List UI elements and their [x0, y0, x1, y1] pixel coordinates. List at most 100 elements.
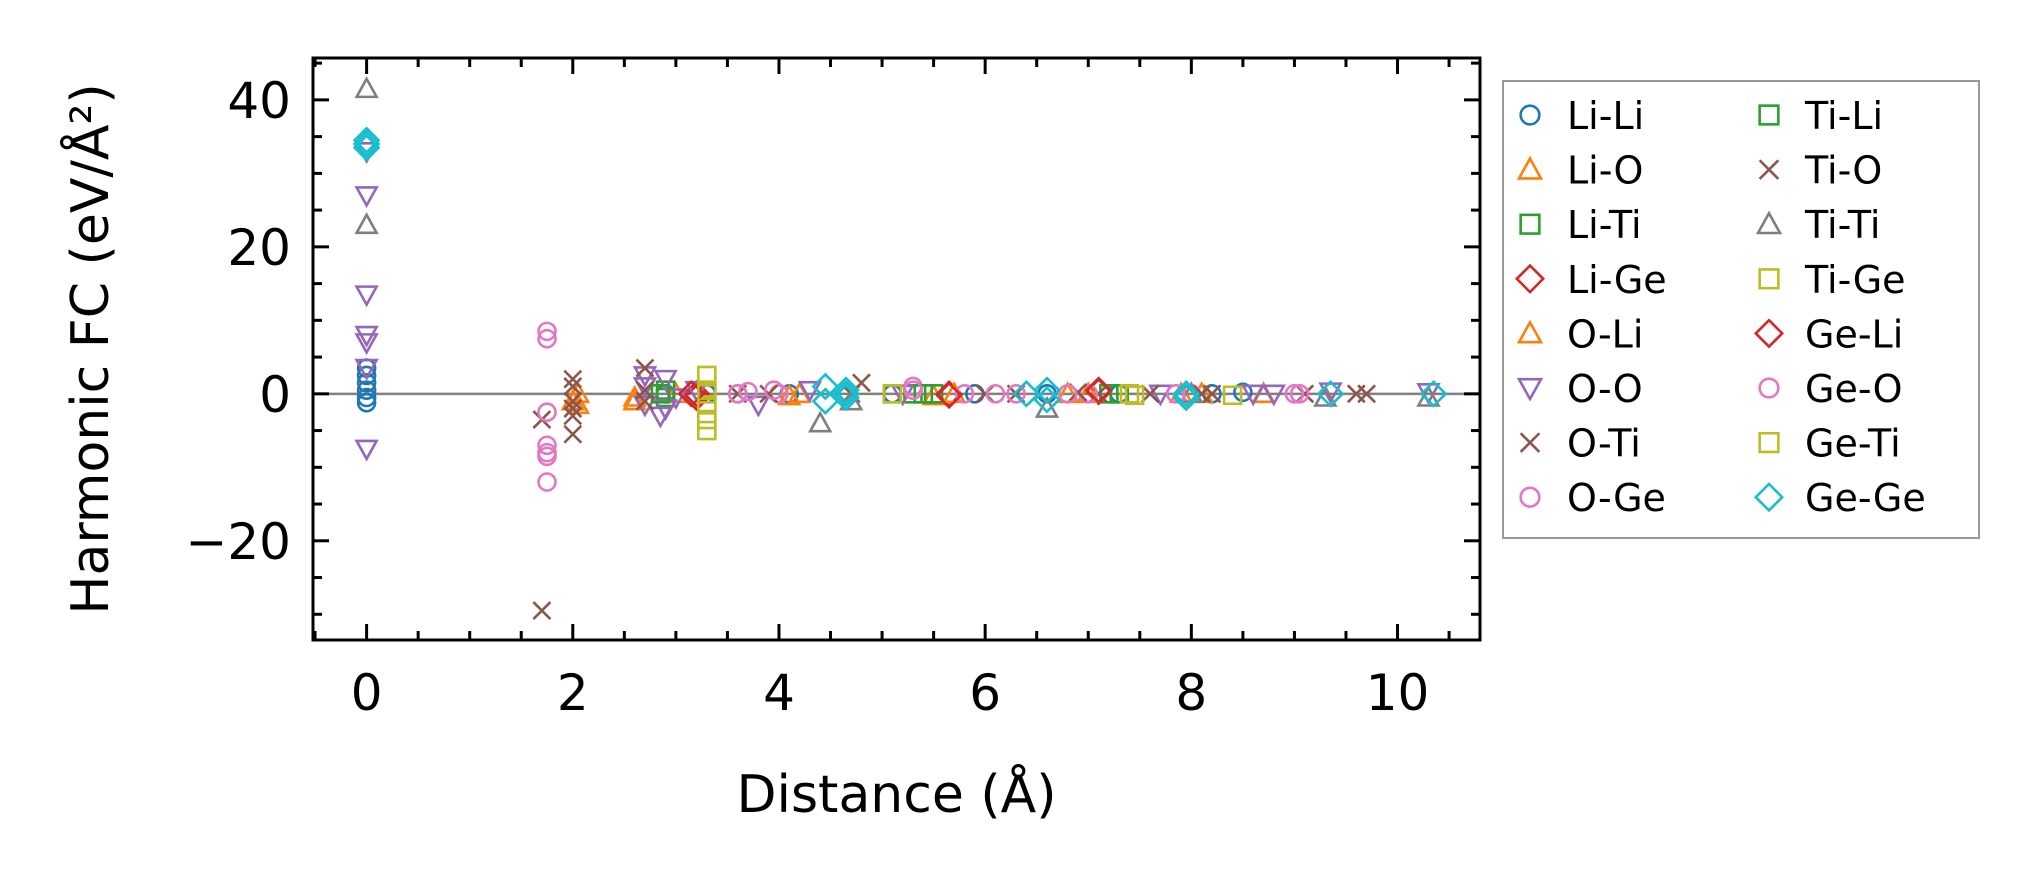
series-ti-li: [650, 384, 1129, 404]
data-point: [832, 383, 860, 412]
legend-marker-icon: [1758, 159, 1780, 180]
data-point: [653, 369, 678, 392]
data-point: [622, 388, 647, 411]
y-tick-label: 0: [259, 366, 291, 424]
plot-marks: [313, 76, 1480, 621]
legend-marker-icon: [1519, 104, 1541, 126]
legend-marker-icon: [1758, 268, 1780, 290]
data-point: [1419, 379, 1448, 408]
data-point: [354, 333, 379, 356]
data-point: [650, 384, 671, 404]
data-point: [563, 391, 583, 411]
x-tick-label: 10: [1366, 664, 1430, 722]
legend-label: Ge-Ge: [1805, 476, 1926, 520]
data-point: [1033, 385, 1061, 414]
data-point: [356, 380, 377, 400]
series-ti-o: [532, 380, 1212, 621]
legend-item-o-o: O-O: [1516, 367, 1643, 411]
data-point: [632, 377, 658, 400]
data-point: [1006, 384, 1026, 404]
legend-item-ge-ti: Ge-Ti: [1758, 422, 1901, 466]
legend-marker-icon: [1758, 104, 1780, 126]
data-point: [1357, 384, 1377, 404]
legend-item-ti-ge: Ti-Ge: [1758, 258, 1906, 302]
data-point: [537, 402, 557, 422]
data-point: [356, 387, 377, 408]
legend-label: Ge-Li: [1805, 312, 1903, 356]
data-point: [1233, 382, 1253, 403]
series-ti-ti: [354, 76, 1441, 433]
data-point: [354, 439, 379, 462]
legend: Li-Li Li-O Li-Ti Li-Ge O-Li O-O O-Ti O-Ge Ti-Li T…: [1502, 80, 1980, 539]
data-point: [1289, 384, 1310, 404]
legend-item-ge-li: Ge-Li: [1753, 312, 1903, 356]
legend-item-li-ge: Li-Ge: [1514, 258, 1667, 302]
legend-item-ge-ge: Ge-Ge: [1753, 476, 1926, 520]
data-point: [738, 381, 758, 402]
legend-item-o-ge: O-Ge: [1519, 476, 1666, 520]
legend-label: Ti-Li: [1804, 94, 1883, 138]
data-point: [954, 384, 975, 404]
data-point: [532, 601, 552, 621]
data-point: [697, 409, 717, 430]
data-point: [697, 384, 717, 404]
data-point: [1166, 384, 1186, 404]
legend-marker-icon: [1758, 431, 1780, 454]
legend-label: O-O: [1567, 367, 1643, 411]
data-point: [832, 379, 860, 408]
data-point: [746, 395, 771, 418]
data-point: [764, 380, 784, 400]
data-point: [354, 186, 379, 209]
data-point: [697, 395, 717, 415]
data-point: [1284, 384, 1305, 404]
series-o-o: [354, 142, 1441, 462]
data-point: [537, 328, 557, 349]
data-point: [563, 406, 583, 426]
data-point: [663, 388, 689, 411]
data-point: [354, 212, 379, 235]
data-point: [537, 472, 557, 492]
data-point: [352, 126, 381, 155]
data-point: [890, 384, 915, 407]
data-point: [354, 358, 379, 381]
data-point: [635, 358, 655, 378]
data-point: [563, 377, 583, 396]
legend-item-ti-li: Ti-Li: [1758, 94, 1883, 138]
data-point: [537, 435, 557, 456]
legend-item-li-li: Li-Li: [1519, 94, 1644, 138]
legend-item-li-ti: Li-Ti: [1519, 203, 1642, 247]
legend-marker-icon: [1516, 377, 1544, 402]
legend-item-o-li: O-Li: [1516, 312, 1643, 356]
x-tick-label: 4: [763, 664, 795, 722]
data-point: [682, 379, 711, 408]
data-point: [882, 384, 903, 404]
data-point: [985, 384, 1006, 404]
data-point: [352, 133, 381, 162]
legend-item-ti-o: Ti-O: [1758, 149, 1882, 193]
plot-frame: [311, 56, 1482, 642]
data-point: [697, 365, 717, 386]
legend-label: O-Ti: [1567, 422, 1641, 466]
data-point: [537, 321, 557, 342]
data-point: [537, 446, 557, 467]
data-point: [832, 376, 860, 404]
data-point: [811, 372, 840, 401]
data-point: [356, 373, 377, 393]
data-point: [1316, 379, 1345, 408]
y-tick-label: −20: [185, 513, 291, 571]
legend-label: Ge-Ti: [1805, 422, 1901, 466]
data-point: [563, 369, 583, 389]
data-point: [1172, 379, 1201, 408]
data-point: [808, 410, 833, 433]
data-point: [356, 392, 377, 413]
y-tick-label: 20: [227, 219, 291, 277]
legend-marker-icon: [1516, 155, 1544, 180]
legend-label: Ti-Ge: [1804, 258, 1906, 302]
data-point: [354, 285, 379, 308]
x-tick-label: 8: [1175, 664, 1207, 722]
legend-item-o-ti: O-Ti: [1519, 422, 1641, 466]
legend-marker-icon: [1519, 213, 1541, 235]
legend-label: Ge-O: [1805, 367, 1903, 411]
data-point: [356, 365, 377, 386]
